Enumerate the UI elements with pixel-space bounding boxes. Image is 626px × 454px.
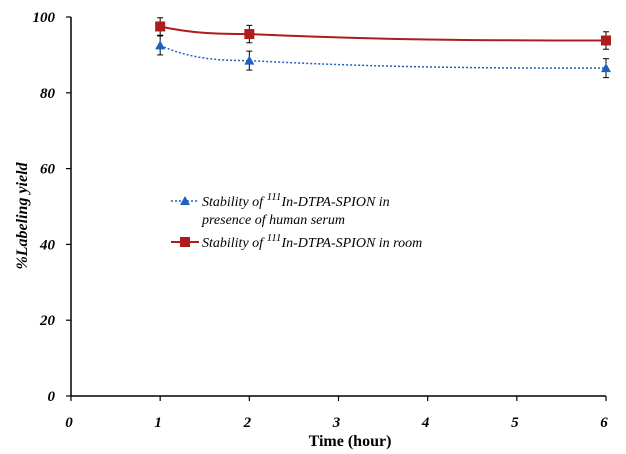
x-tick-label-4: 4	[421, 415, 430, 431]
legend-serum-prefix: Stability of	[202, 195, 267, 210]
series-0-line	[159, 44, 607, 69]
series-0-point-2	[601, 63, 611, 73]
legend-serum-superscript: 111	[267, 191, 282, 203]
y-tick-label-3: 60	[40, 162, 56, 178]
legend-room-superscript: 111	[267, 232, 282, 244]
legend-label-serum: Stability of 111In-DTPA-SPION in	[202, 191, 390, 210]
series-1-point-0	[155, 21, 166, 32]
x-axis-title: Time (hour)	[309, 433, 392, 450]
legend-room-prefix: Stability of	[202, 236, 267, 251]
x-tick-label-6: 6	[600, 415, 608, 431]
series	[155, 17, 611, 79]
legend-entry-serum: Stability of 111In-DTPA-SPION in presenc…	[171, 191, 390, 228]
y-tick-label-1: 20	[39, 313, 56, 329]
x-tick-label-5: 5	[511, 415, 519, 431]
series-0	[155, 35, 611, 79]
series-1-point-2	[601, 35, 611, 46]
series-0-point-0	[155, 40, 166, 50]
legend: Stability of 111In-DTPA-SPION in presenc…	[171, 191, 422, 251]
y-tick-label-2: 40	[39, 237, 56, 253]
y-tick-label-4: 80	[40, 86, 56, 102]
series-1-line	[159, 25, 607, 42]
legend-label-room: Stability of 111In-DTPA-SPION in room	[202, 232, 422, 251]
x-tick-label-3: 3	[332, 415, 341, 431]
x-tick-label-0: 0	[65, 415, 73, 431]
series-0-point-1	[244, 55, 255, 65]
legend-entry-room: Stability of 111In-DTPA-SPION in room	[171, 232, 422, 251]
series-1	[155, 17, 611, 50]
y-tick-label-0: 0	[48, 389, 56, 405]
ticks: 0 20 40 60 80 100 0 1 2 3 4 5 6	[33, 10, 609, 431]
x-tick-label-1: 1	[154, 415, 162, 431]
series-1-point-1	[244, 29, 255, 40]
legend-serum-suffix: In-DTPA-SPION in	[280, 195, 389, 210]
y-tick-label-5: 100	[33, 10, 56, 26]
legend-marker-room	[180, 237, 190, 247]
y-axis-title: %Labeling yield	[14, 161, 31, 269]
x-tick-label-2: 2	[243, 415, 252, 431]
legend-marker-serum	[180, 196, 190, 205]
legend-label-serum-line2: presence of human serum	[201, 213, 345, 228]
legend-room-suffix: In-DTPA-SPION in room	[280, 236, 422, 251]
